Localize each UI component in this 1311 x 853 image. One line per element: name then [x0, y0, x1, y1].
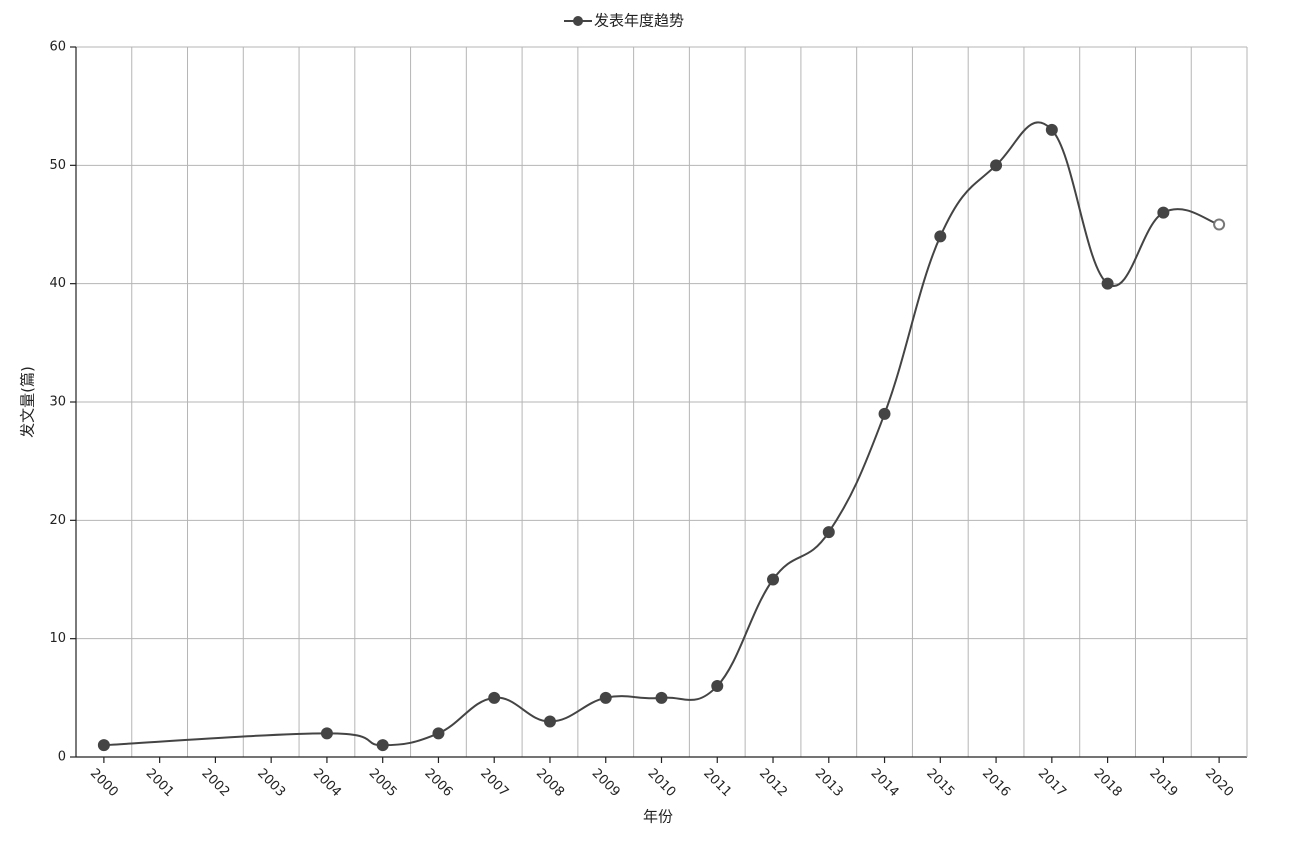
x-tick-label: 2007: [477, 766, 511, 800]
data-point: [1213, 218, 1226, 231]
x-tick-label: 2019: [1146, 766, 1180, 800]
y-tick-label: 50: [49, 158, 66, 173]
data-point: [878, 407, 891, 420]
legend-marker: [573, 16, 583, 26]
legend-label: 发表年度趋势: [594, 12, 684, 30]
data-point: [97, 739, 110, 752]
data-point: [599, 691, 612, 704]
x-tick-label: 2017: [1035, 766, 1069, 800]
x-tick-label: 2013: [812, 766, 846, 800]
data-point: [1101, 277, 1114, 290]
x-tick-label: 2001: [143, 766, 177, 800]
data-point: [320, 727, 333, 740]
x-tick-label: 2004: [310, 766, 344, 800]
series-line: [103, 121, 1220, 747]
data-point: [432, 727, 445, 740]
data-point: [543, 715, 556, 728]
data-point: [711, 680, 724, 692]
x-tick-label: 2008: [533, 766, 567, 800]
y-tick-label: 30: [49, 395, 66, 410]
data-point: [990, 159, 1003, 172]
y-tick-label: 40: [49, 276, 66, 291]
x-tick-label: 2006: [421, 766, 455, 800]
data-point: [1157, 206, 1170, 219]
x-tick-label: 2012: [756, 766, 790, 800]
x-tick-label: 2014: [868, 766, 902, 800]
x-tick-label: 2015: [923, 766, 957, 800]
y-tick-label: 10: [49, 631, 66, 646]
x-tick-label: 2018: [1091, 766, 1125, 800]
x-tick-label: 2020: [1202, 766, 1236, 800]
x-tick-label: 2009: [589, 766, 623, 800]
x-tick-label: 2000: [87, 766, 121, 800]
x-tick-label: 2016: [979, 766, 1013, 800]
data-point: [376, 739, 389, 752]
x-tick-label: 2002: [198, 766, 232, 800]
y-tick-label: 0: [58, 750, 66, 765]
x-tick-label: 2010: [644, 766, 678, 800]
y-axis-label: 发文量(篇): [19, 366, 37, 438]
x-tick-label: 2003: [254, 766, 288, 800]
y-tick-label: 60: [49, 40, 66, 55]
y-tick-label: 20: [49, 513, 66, 528]
data-point: [1045, 123, 1058, 136]
data-point: [822, 526, 835, 539]
data-point: [767, 573, 780, 586]
data-point: [934, 230, 947, 243]
data-point: [488, 691, 501, 704]
x-tick-label: 2011: [700, 766, 734, 800]
data-point: [655, 691, 668, 704]
x-tick-label: 2005: [366, 766, 400, 800]
x-axis-label: 年份: [643, 808, 673, 826]
